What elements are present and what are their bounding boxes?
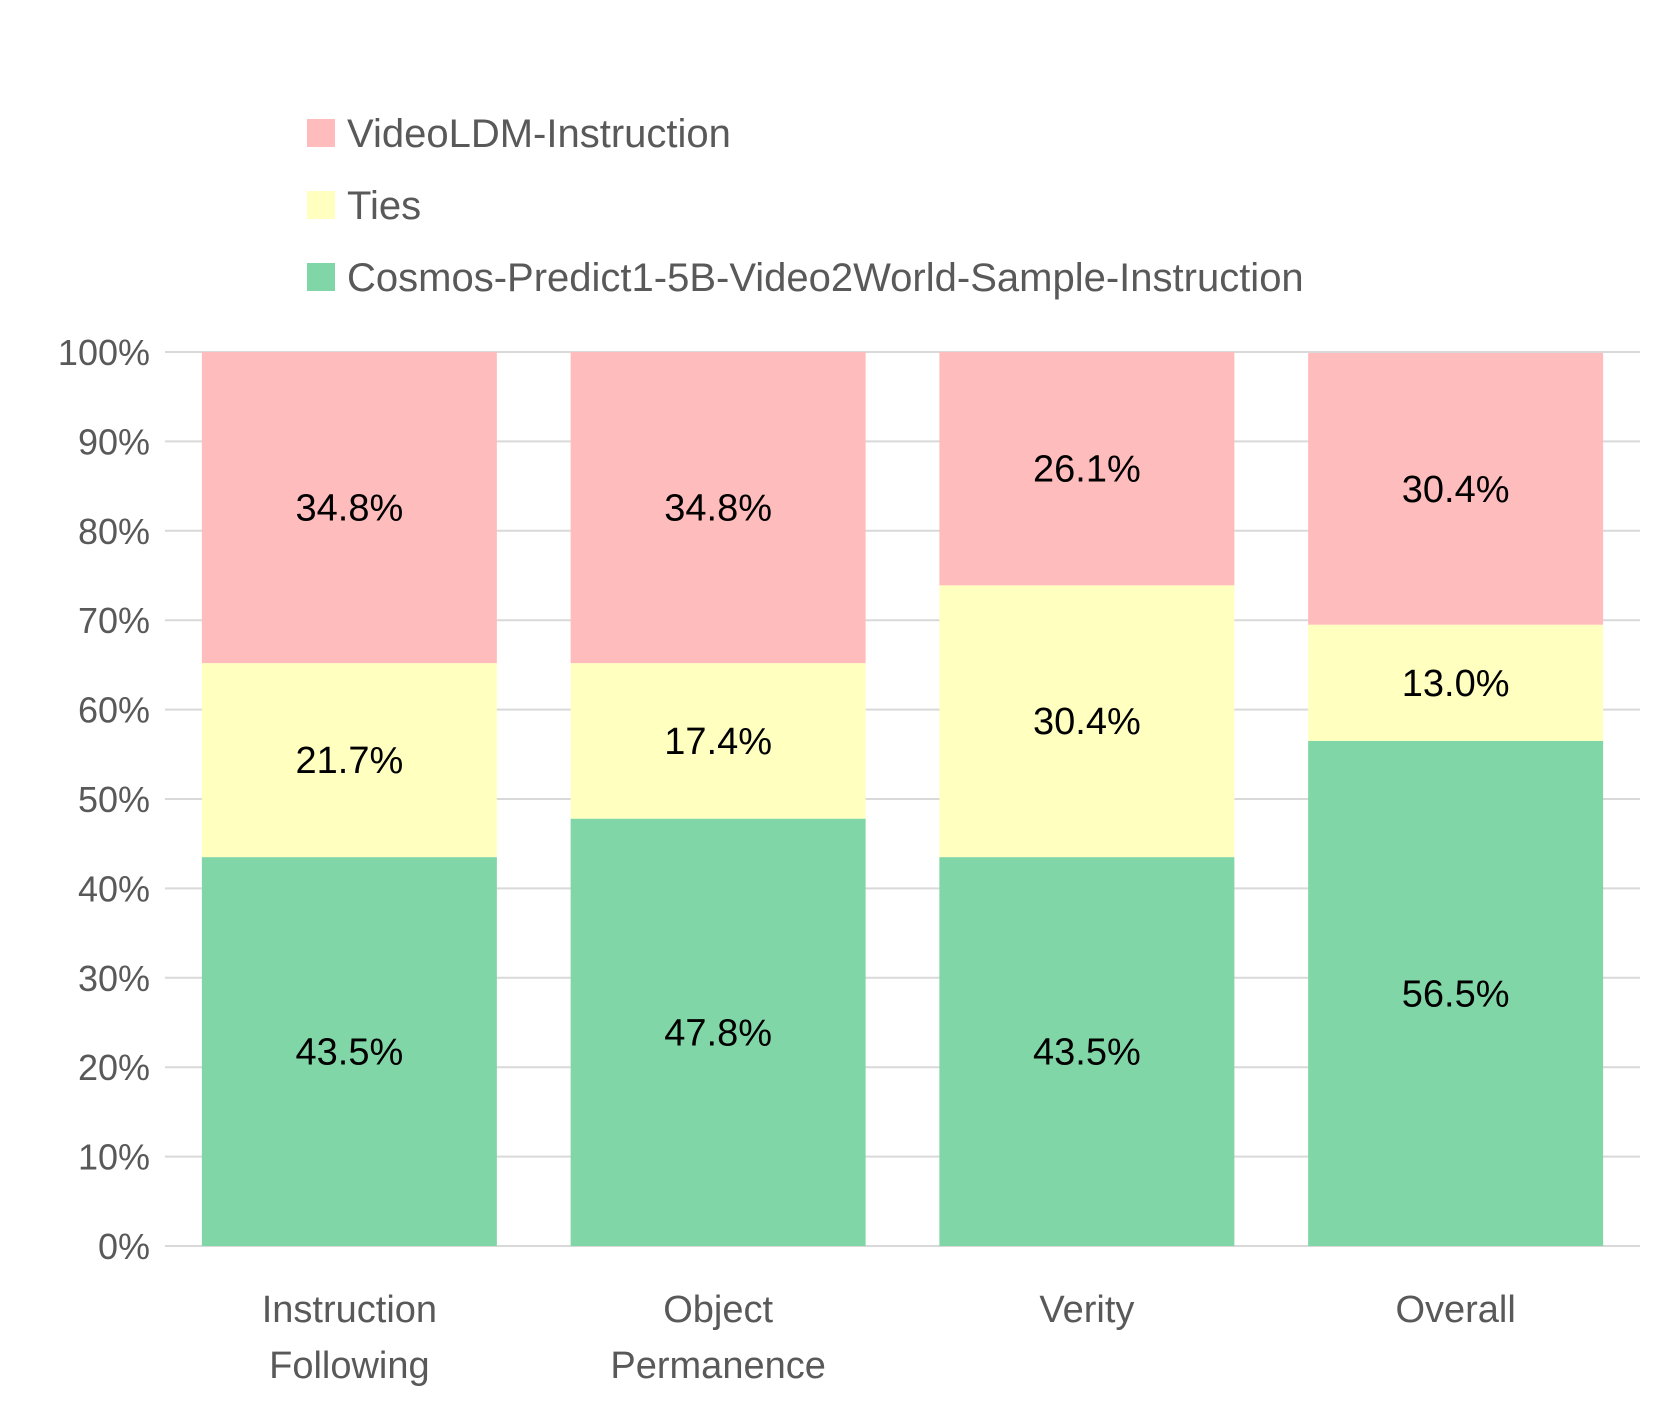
bar-segment [201, 857, 497, 1246]
data-label: 43.5% [296, 1032, 404, 1074]
x-axis: Instruction Following Object Permanence Veri… [262, 1289, 1516, 1387]
bar-segment [570, 663, 866, 819]
data-label: 43.5% [1033, 1032, 1141, 1074]
x-category-label: Overall [1395, 1289, 1515, 1331]
y-tick-label: 80% [78, 511, 150, 552]
bar-segment [1308, 352, 1604, 625]
data-label: 34.8% [664, 488, 772, 530]
x-category-label: Following [269, 1345, 430, 1387]
y-axis: 0% 10% 20% 30% 40% 50% 60% 70% 80% 90% 100% [58, 332, 150, 1267]
legend-label: VideoLDM-Instruction [347, 112, 731, 156]
legend-label: Ties [347, 184, 421, 228]
y-tick-label: 20% [78, 1047, 150, 1088]
data-labels: 43.5% 21.7% 34.8% 47.8% 17.4% 34.8% 43.5% 30.4%… [296, 449, 1510, 1074]
y-tick-label: 0% [98, 1226, 150, 1267]
y-tick-label: 50% [78, 779, 150, 820]
x-category-label: Instruction [262, 1289, 437, 1331]
bar-segment [201, 663, 497, 858]
y-tick-label: 100% [58, 332, 150, 373]
data-label: 17.4% [664, 721, 772, 763]
bars [201, 352, 1604, 1246]
data-label: 26.1% [1033, 449, 1141, 491]
data-label: 30.4% [1033, 701, 1141, 743]
x-category-label: Permanence [610, 1345, 825, 1387]
data-label: 21.7% [296, 740, 404, 782]
bar-segment [201, 352, 497, 664]
y-tick-label: 70% [78, 600, 150, 641]
bar-segment [939, 352, 1235, 586]
x-category-label: Object [663, 1289, 773, 1331]
data-label: 13.0% [1402, 663, 1510, 705]
data-label: 47.8% [664, 1012, 772, 1054]
bar-segment [1308, 740, 1604, 1246]
x-category-label: Verity [1039, 1289, 1134, 1331]
bar-segment [939, 857, 1235, 1246]
legend-swatch [307, 263, 335, 291]
legend-label: Cosmos-Predict1-5B-Video2World-Sample-In… [347, 256, 1304, 300]
y-tick-label: 60% [78, 690, 150, 731]
data-label: 34.8% [296, 488, 404, 530]
data-label: 56.5% [1402, 973, 1510, 1015]
y-tick-label: 10% [78, 1137, 150, 1178]
y-tick-label: 30% [78, 958, 150, 999]
bar-segment [570, 818, 866, 1246]
data-label: 30.4% [1402, 469, 1510, 511]
legend-swatch [307, 191, 335, 219]
legend-swatch [307, 119, 335, 147]
legend: VideoLDM-Instruction Ties Cosmos-Predict1-… [307, 112, 1304, 300]
bar-segment [939, 585, 1235, 858]
y-tick-label: 90% [78, 421, 150, 462]
y-tick-label: 40% [78, 868, 150, 909]
bar-segment [1308, 624, 1604, 741]
bar-segment [570, 352, 866, 664]
